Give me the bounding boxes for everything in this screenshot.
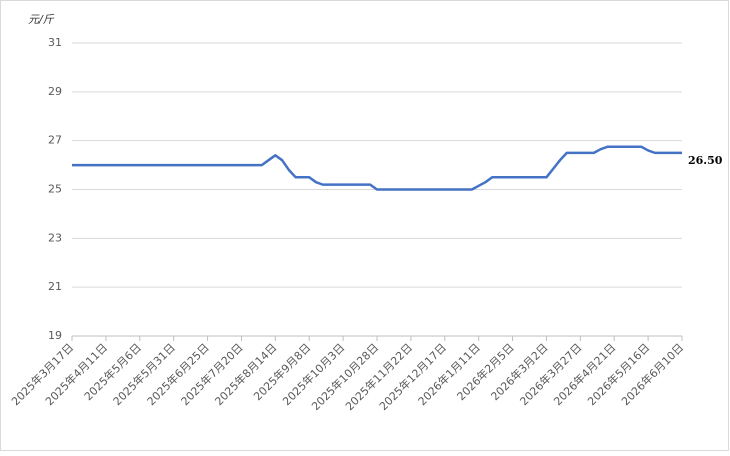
y-tick-label: 29 <box>48 85 62 98</box>
y-tick-label: 21 <box>48 280 62 293</box>
y-tick-label: 27 <box>48 134 62 147</box>
value-label: 26.50 <box>688 154 723 167</box>
y-tick-label: 23 <box>48 231 62 244</box>
y-tick-label: 31 <box>48 36 62 49</box>
y-tick-label: 25 <box>48 183 62 196</box>
line <box>72 145 682 191</box>
y-tick-label: 19 <box>48 329 62 342</box>
y-axis-label: 元/斤 <box>28 13 55 26</box>
